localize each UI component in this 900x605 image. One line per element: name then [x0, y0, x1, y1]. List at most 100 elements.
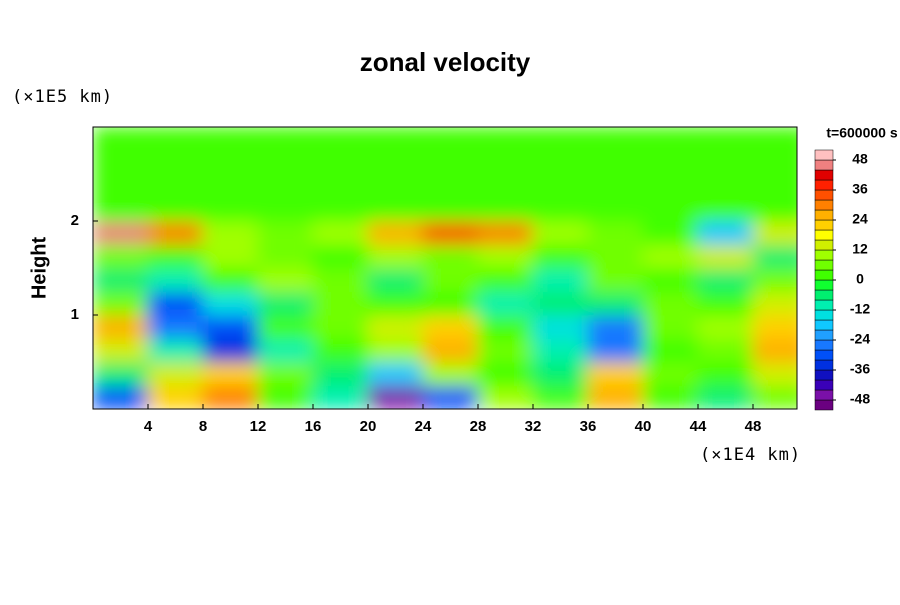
field-cell: [257, 220, 314, 245]
x-tick-label: 40: [635, 418, 652, 435]
field-cell: [367, 150, 424, 175]
field-cell: [93, 314, 149, 339]
field-cell: [257, 127, 314, 151]
field-cell: [642, 338, 699, 363]
field-cell: [312, 150, 369, 175]
colorbar-band: [814, 369, 834, 381]
colorbar-band: [814, 169, 834, 181]
field-cell: [697, 220, 754, 245]
colorbar-band: [814, 319, 834, 331]
field-cell: [697, 197, 754, 222]
field-cell: [147, 244, 204, 269]
colorbar-band: [814, 339, 834, 351]
field-cell: [752, 244, 797, 269]
field-cell: [642, 150, 699, 175]
field-cell: [697, 244, 754, 269]
field-cell: [532, 291, 589, 316]
field-cell: [202, 338, 259, 363]
field-cell: [367, 267, 424, 292]
field-cell: [257, 385, 314, 409]
field-cell: [532, 197, 589, 222]
colorbar-tick-label: 36: [852, 181, 868, 197]
field-cell: [642, 220, 699, 245]
field-cell: [312, 173, 369, 198]
x-tick-label: 28: [470, 418, 487, 435]
field-cell: [477, 338, 534, 363]
colorbar-band: [814, 229, 834, 241]
x-tick-label: 16: [305, 418, 322, 435]
field-cell: [147, 291, 204, 316]
colorbar-tick-label: -48: [850, 391, 870, 407]
field-cell: [147, 197, 204, 222]
field-cell: [422, 244, 479, 269]
field-cell: [477, 127, 534, 151]
field-cell: [642, 361, 699, 386]
colorbar-band: [814, 379, 834, 391]
colorbar-band: [814, 259, 834, 271]
field-cell: [257, 314, 314, 339]
field-cell: [587, 220, 644, 245]
field-cell: [752, 385, 797, 409]
field-cell: [202, 244, 259, 269]
field-cell: [642, 314, 699, 339]
field-cell: [752, 173, 797, 198]
field-cell: [147, 267, 204, 292]
field-cell: [422, 291, 479, 316]
colorbar-tick-label: -36: [850, 361, 870, 377]
field-cell: [697, 127, 754, 151]
field-cell: [532, 173, 589, 198]
field-cell: [477, 291, 534, 316]
field-cell: [587, 338, 644, 363]
field-cell: [697, 361, 754, 386]
field-cell: [202, 291, 259, 316]
field-cell: [93, 385, 149, 409]
field-cell: [587, 127, 644, 151]
field-cell: [93, 244, 149, 269]
colorbar-band: [814, 389, 834, 401]
field-cell: [642, 197, 699, 222]
field-cell: [312, 267, 369, 292]
field-cell: [532, 314, 589, 339]
field-cell: [422, 150, 479, 175]
field-cell: [752, 291, 797, 316]
colorbar-band: [814, 219, 834, 231]
field-cell: [202, 314, 259, 339]
colorbar-tick-label: 0: [856, 271, 864, 287]
field-cell: [587, 150, 644, 175]
field-cell: [532, 150, 589, 175]
field-cell: [257, 361, 314, 386]
field-cell: [202, 220, 259, 245]
colorbar-tick-label: -12: [850, 301, 870, 317]
field-cell: [93, 267, 149, 292]
colorbar-band: [814, 159, 834, 171]
field-cell: [587, 173, 644, 198]
field-cell: [532, 220, 589, 245]
field-cell: [642, 244, 699, 269]
field-cell: [532, 267, 589, 292]
x-tick-label: 36: [580, 418, 597, 435]
axes: 4 8 12 16 20 24 28 32 36 40 44 4812483624120-12-24-…: [71, 126, 870, 435]
colorbar-band: [814, 299, 834, 311]
field-cell: [257, 338, 314, 363]
field-cell: [93, 338, 149, 363]
field-cell: [697, 150, 754, 175]
x-tick-label: 44: [690, 418, 707, 435]
field-cell: [147, 220, 204, 245]
field-cell: [367, 220, 424, 245]
field-cell: [697, 291, 754, 316]
colorbar-tick-label: 12: [852, 241, 868, 257]
field-cell: [752, 127, 797, 151]
plot-frame: [92, 126, 798, 410]
field-cell: [257, 150, 314, 175]
field-cell: [477, 267, 534, 292]
colorbar-band: [814, 199, 834, 211]
field-cell: [147, 314, 204, 339]
colorbar-band: [814, 249, 834, 261]
y-tick-label: 2: [71, 212, 79, 229]
field-cell: [257, 291, 314, 316]
field-cell: [147, 150, 204, 175]
field-cell: [532, 127, 589, 151]
field-cell: [587, 314, 644, 339]
field-cell: [752, 314, 797, 339]
